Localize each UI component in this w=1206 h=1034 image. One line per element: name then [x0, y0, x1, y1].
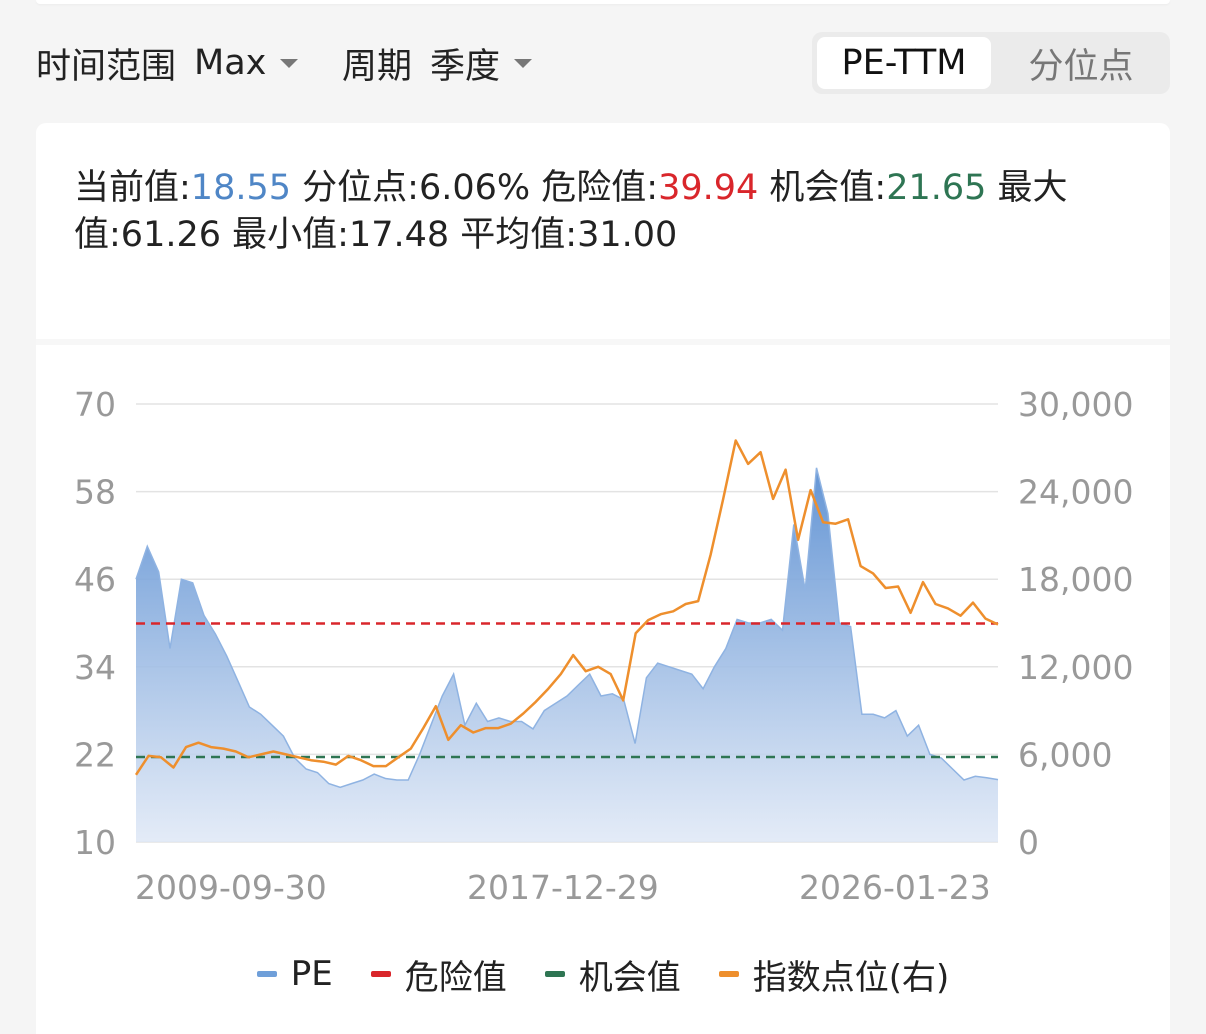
percentile-label: 分位点: [302, 168, 419, 208]
y-left-tick-label: 70 [74, 385, 116, 424]
y-left-tick-label: 10 [74, 823, 116, 862]
y-right-tick-label: 12,000 [1018, 648, 1133, 687]
index-line [134, 439, 999, 776]
legend-label-opportunity: 机会值 [578, 957, 681, 998]
pe-chart[interactable]: 10 0 22 6,000 34 12,000 46 18,000 58 24,000 70 30,0… [36, 123, 1170, 933]
y-left-tick-label: 46 [74, 560, 116, 599]
pe-line [135, 467, 999, 789]
stats-summary: 当前值:18.55 分位点:6.06% 危险值:39.94 机会值:21.65 … [74, 165, 1134, 259]
divider [36, 339, 1170, 345]
top-card-edge [36, 0, 1170, 4]
time-range-value: Max [194, 43, 267, 83]
legend-swatch-pe [256, 971, 277, 977]
percentile-value: 6.06% [418, 168, 531, 208]
legend-swatch-danger [370, 971, 391, 977]
opportunity-value: 21.65 [886, 168, 987, 208]
avg-label: 平均值: [460, 215, 578, 255]
legend-item-index[interactable]: 指数点位(右) [718, 950, 950, 999]
x-tick-label: 2017-12-29 [467, 868, 659, 907]
danger-value: 39.94 [658, 168, 759, 208]
current-value: 18.55 [190, 168, 291, 208]
y-left-tick-label: 22 [74, 735, 116, 774]
tab-pe-ttm[interactable]: PE-TTM [817, 37, 991, 89]
legend-item-danger[interactable]: 危险值 [370, 950, 507, 999]
chevron-down-icon [514, 58, 533, 68]
chart-legend: PE 危险值 机会值 指数点位(右) [36, 949, 1170, 999]
legend-label-danger: 危险值 [404, 957, 507, 998]
x-tick-label: 2009-09-30 [135, 868, 327, 907]
y-right-tick-label: 6,000 [1018, 735, 1112, 774]
time-range-dropdown[interactable]: 时间范围 Max [36, 40, 299, 87]
danger-label: 危险值: [541, 168, 659, 208]
min-label: 最小值: [232, 215, 349, 255]
legend-label-index: 指数点位(右) [752, 957, 950, 998]
max-label: 最大值: [74, 168, 1068, 255]
pe-area [136, 467, 998, 842]
y-right-tick-label: 30,000 [1018, 385, 1133, 424]
chevron-down-icon [280, 58, 299, 68]
period-label: 周期 [342, 46, 413, 87]
chart-card: 当前值:18.55 分位点:6.06% 危险值:39.94 机会值:21.65 … [36, 123, 1170, 1034]
x-tick-label: 2026-01-23 [799, 868, 991, 907]
avg-value: 31.00 [577, 215, 678, 255]
period-value: 季度 [430, 46, 501, 87]
legend-item-pe[interactable]: PE [256, 954, 333, 994]
tab-percentile[interactable]: 分位点 [1028, 46, 1134, 87]
opportunity-label: 机会值: [769, 168, 887, 208]
y-left-tick-label: 58 [74, 473, 116, 512]
y-right-tick-label: 24,000 [1018, 473, 1133, 512]
max-value: 61.26 [120, 215, 221, 255]
legend-swatch-index [718, 971, 739, 977]
y-left-tick-label: 34 [74, 648, 116, 687]
legend-item-opportunity[interactable]: 机会值 [544, 950, 681, 999]
period-dropdown[interactable]: 周期 季度 [342, 40, 533, 87]
metric-segmented-control: PE-TTM 分位点 [812, 32, 1170, 94]
y-right-tick-label: 18,000 [1018, 560, 1133, 599]
legend-swatch-opportunity [544, 971, 565, 977]
filter-bar: 时间范围 Max 周期 季度 PE-TTM 分位点 [36, 30, 1170, 96]
current-label: 当前值: [74, 168, 191, 208]
legend-label-pe: PE [290, 954, 333, 994]
y-right-tick-label: 0 [1018, 823, 1039, 862]
time-range-label: 时间范围 [36, 46, 177, 87]
min-value: 17.48 [348, 215, 450, 255]
